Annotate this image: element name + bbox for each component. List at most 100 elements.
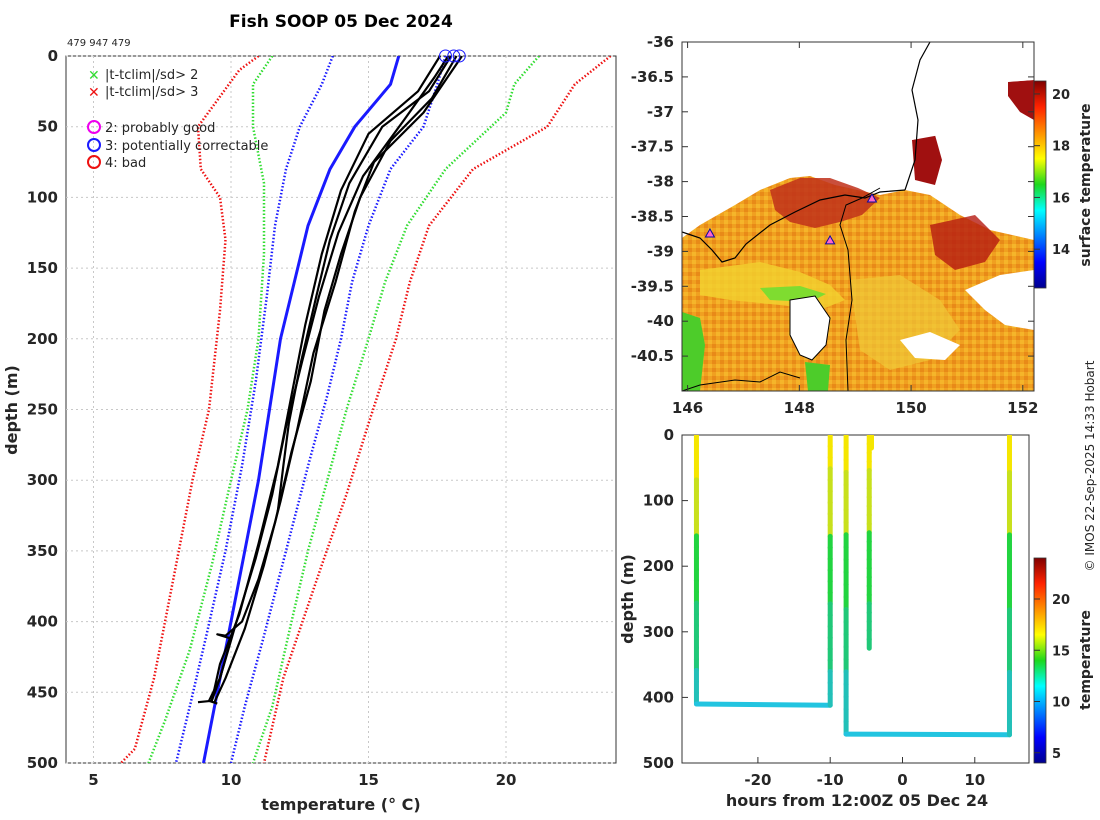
sst-green-south: [805, 362, 830, 391]
map-x-tick-label: 152: [1007, 399, 1038, 417]
time-x-tick-label: 0: [897, 771, 907, 789]
time-x-ticks: -20 -10 0 10: [744, 757, 985, 789]
y-tick-label: 400: [27, 613, 58, 631]
cloud-mask-east: [940, 150, 1034, 235]
series-drop-5: [210, 56, 450, 702]
map-y-tick-label: -36: [647, 33, 674, 51]
cloud-mask-south: [900, 332, 960, 360]
drop-positions: [704, 193, 878, 245]
time-y-tick-label: 100: [643, 492, 674, 510]
flag-marker: [439, 49, 452, 63]
sst-colorbar-tick-label: 20: [1052, 88, 1070, 103]
boundary-line: [839, 187, 881, 391]
coastline-east: [904, 42, 931, 191]
profile-y-label: depth (m): [2, 365, 21, 455]
profile-panel: 5 10 15 20 0 50 100 150 200 250 300 350 400 450 500 t…: [2, 47, 617, 814]
legend-red-label: |t-tclim|/sd> 3: [105, 85, 198, 100]
time-y-tick-label: 500: [643, 754, 674, 772]
profile-series: [120, 56, 612, 763]
cloud-mask-north: [890, 45, 1034, 160]
temp-colorbar: [1033, 557, 1047, 764]
flag-marker: [452, 49, 466, 63]
y-tick-label: 350: [27, 542, 58, 560]
map-y-ticks: -36 -36.5 -37 -37.5 -38 -38.5 -39 -39.5 -40 -40.5: [631, 33, 1034, 365]
sst-colorbar: [1033, 80, 1047, 289]
drop-position-marker: [704, 227, 716, 238]
time-x-label: hours from 12:00Z 05 Dec 24: [726, 791, 988, 810]
sst-green-west: [682, 312, 705, 391]
map-y-tick-label: -37.5: [631, 138, 674, 156]
temp-colorbar-ticks: 5 10 15 20: [1034, 593, 1070, 762]
coastline: [682, 189, 906, 263]
series-drop-4: [213, 56, 463, 703]
profile-y-ticks: 0 50 100 150 200 250 300 350 400 450 500: [27, 47, 58, 772]
island-outline: [789, 295, 831, 361]
time-y-tick-label: 200: [643, 557, 674, 575]
map-y-tick-label: -39.5: [631, 277, 674, 295]
series-clim-blue-right: [229, 56, 447, 763]
y-tick-label: 450: [27, 683, 58, 701]
map-y-tick-label: -40.5: [631, 347, 674, 365]
sst-field: [682, 42, 1034, 391]
drop-position-marker: [824, 234, 836, 245]
x-tick-label: 10: [221, 771, 242, 789]
series-clim-red-right: [262, 56, 612, 763]
profile-id: 479 947 479: [67, 38, 131, 49]
land-victoria: [682, 42, 890, 228]
sst-hot-patch: [770, 178, 880, 228]
map-x-tick-label: 148: [784, 399, 815, 417]
flag-marker: [447, 49, 461, 63]
y-tick-label: 150: [27, 259, 58, 277]
drop-position-marker: [866, 193, 878, 203]
map-x-ticks: 146 148 150 152: [672, 42, 1038, 417]
sst-colorbar-tick-label: 18: [1052, 140, 1070, 155]
sst-colorbar-label: surface temperature: [1078, 103, 1094, 266]
map-x-tick-label: 150: [895, 399, 926, 417]
y-tick-label: 300: [27, 471, 58, 489]
series-clim-green-right: [251, 56, 540, 763]
map-panel: 146 148 150 152 -36 -36.5 -37 -37.5 -38 -38.5 -39…: [631, 33, 1094, 417]
flag-markers: [439, 49, 466, 63]
time-x-tick-label: 10: [964, 771, 985, 789]
temp-colorbar-label: temperature: [1078, 610, 1094, 710]
y-tick-label: 500: [27, 754, 58, 772]
legend-green-label: |t-tclim|/sd> 2: [105, 68, 198, 83]
sst-colorbar-tick-label: 16: [1052, 191, 1070, 206]
time-x-tick-label: -10: [817, 771, 844, 789]
x-tick-label: 20: [496, 771, 517, 789]
temp-colorbar-tick-label: 10: [1052, 696, 1070, 711]
y-tick-label: 250: [27, 401, 58, 419]
time-y-tick-label: 0: [664, 426, 674, 444]
bottom-trace-segment: [843, 731, 1012, 738]
legend-green-cross-icon: ✕: [88, 68, 100, 84]
profile-gridlines: [66, 55, 616, 764]
profile-x-label: temperature (° C): [261, 795, 420, 814]
legend-correctable-circle-icon: [87, 138, 101, 152]
land-flinders-island: [790, 296, 830, 360]
legend-good-label: 2: probably good: [105, 121, 215, 136]
map-y-tick-label: -36.5: [631, 68, 674, 86]
sst-hot-patch-north: [912, 135, 942, 185]
legend-good-circle-icon: [87, 120, 101, 134]
sst-colorbar-ticks: 14 16 18 20: [1034, 88, 1070, 258]
series-clim-red-left: [120, 56, 260, 763]
time-y-tick-label: 400: [643, 688, 674, 706]
series-clim-mean: [202, 56, 401, 763]
series-clim-green-left: [147, 56, 274, 763]
map-y-tick-label: -38.5: [631, 208, 674, 226]
map-y-tick-label: -38: [647, 173, 674, 191]
legend-bad-label: 4: bad: [105, 156, 146, 171]
map-y-tick-label: -37: [647, 103, 674, 121]
sst-colorbar-tick-label: 14: [1052, 243, 1070, 258]
temp-colorbar-tick-label: 15: [1052, 644, 1070, 659]
time-depth-traces: [693, 435, 1012, 738]
time-y-ticks: 0 100 200 300 400 500: [643, 426, 688, 772]
cloud-mask-se: [965, 270, 1034, 330]
bottom-trace-segment: [693, 701, 833, 708]
temp-colorbar-tick-label: 20: [1052, 593, 1070, 608]
temp-colorbar-tick-label: 5: [1052, 747, 1061, 762]
legend-bad-circle-icon: [87, 155, 101, 169]
time-x-tick-label: -20: [744, 771, 771, 789]
map-y-tick-label: -39: [647, 242, 674, 260]
